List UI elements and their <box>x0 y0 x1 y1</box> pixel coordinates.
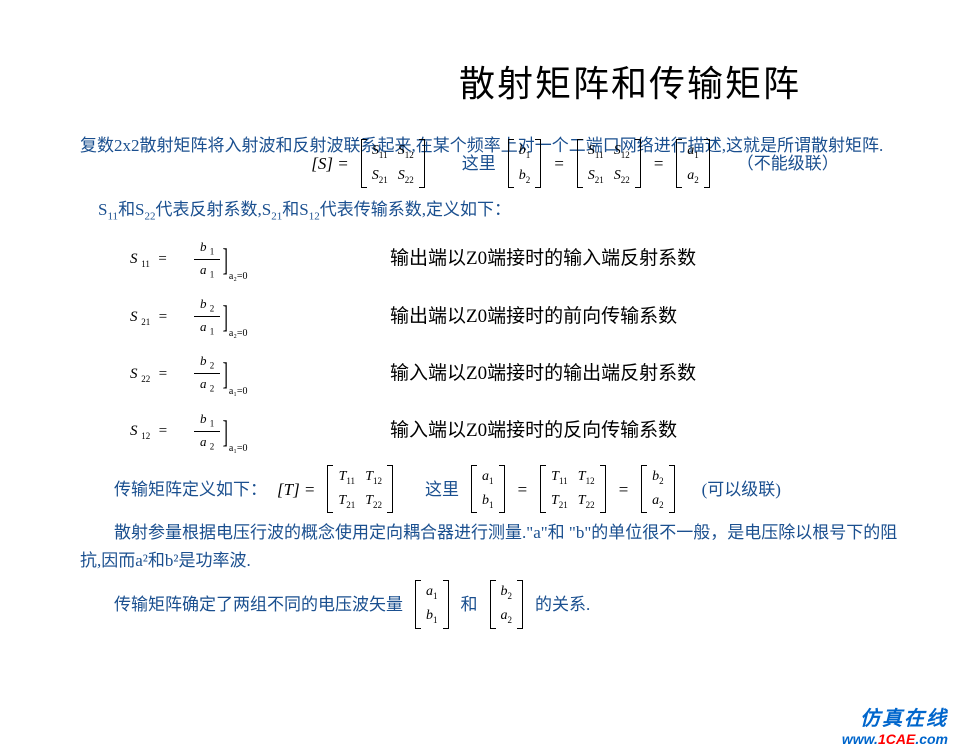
brand-cn: 仿真在线 <box>842 702 948 731</box>
def-s11-eq: S 11 = b 1a 1 ]a₂=0 <box>130 234 390 285</box>
def-s11-desc: 输出端以Z0端接时的输入端反射系数 <box>390 244 696 274</box>
equals-4: = <box>618 476 629 503</box>
vec-ab1: a1 b1 <box>415 580 449 629</box>
def-s21-row: S 21 = b 2a 1 ]a₂=0 输出端以Z0端接时的前向传输系数 <box>130 291 900 342</box>
b-vector: b1 b2 <box>508 139 542 188</box>
def-s22-row: S 22 = b 2a 2 ]a₁=0 输入端以Z0端接时的输出端反射系数 <box>130 348 900 399</box>
def-s22-eq: S 22 = b 2a 2 ]a₁=0 <box>130 348 390 399</box>
equals-3: = <box>517 476 528 503</box>
paragraph-2: S11和S22代表反射系数,S21和S12代表传输系数,定义如下： <box>80 196 900 226</box>
equals-1: = <box>553 150 564 177</box>
para4-mid: 和 <box>461 591 478 618</box>
here-label-1: 这里 <box>462 150 496 177</box>
note-no-cascade: （不能级联） <box>737 150 839 177</box>
definitions-table: S 11 = b 1a 1 ]a₂=0 输出端以Z0端接时的输入端反射系数 S … <box>130 234 900 457</box>
t-matrix-line: 传输矩阵定义如下： [T] = T11T12 T21T22 这里 a1 b1 =… <box>80 465 900 514</box>
t-intro: 传输矩阵定义如下： <box>80 476 267 503</box>
t-matrix-2: T11T12 T21T22 <box>540 465 606 514</box>
paragraph-4: 传输矩阵确定了两组不同的电压波矢量 a1 b1 和 b2 a2 的关系. <box>80 580 900 629</box>
equals-2: = <box>653 150 664 177</box>
paragraph-3: 散射参量根据电压行波的概念使用定向耦合器进行测量."a"和 "b"的单位很不一般… <box>80 519 900 573</box>
para4-pre: 传输矩阵确定了两组不同的电压波矢量 <box>80 591 403 618</box>
vec-ba2: b2 a2 <box>490 580 524 629</box>
a-vector: a1 a2 <box>676 139 710 188</box>
content-body: 复数2x2散射矩阵将入射波和反射波联系起来,在某个频率上对一个二端口网络进行描述… <box>0 132 960 629</box>
here-label-2: 这里 <box>425 476 459 503</box>
def-s12-row: S 12 = b 1a 2 ]a₁=0 输入端以Z0端接时的反向传输系数 <box>130 406 900 457</box>
def-s11-row: S 11 = b 1a 1 ]a₂=0 输出端以Z0端接时的输入端反射系数 <box>130 234 900 285</box>
ab-vector: a1 b1 <box>471 465 505 514</box>
para4-post: 的关系. <box>535 591 590 618</box>
s-lhs: [S] = <box>311 150 348 177</box>
page-title: 散射矩阵和传输矩阵 <box>0 55 960 107</box>
note-cascade: (可以级联) <box>702 476 781 503</box>
t-matrix: T11T12 T21T22 <box>327 465 393 514</box>
def-s12-desc: 输入端以Z0端接时的反向传输系数 <box>390 416 677 446</box>
def-s22-desc: 输入端以Z0端接时的输出端反射系数 <box>390 359 696 389</box>
brand-url: www.1CAE.com <box>842 731 948 747</box>
s-matrix: S11S12 S21S22 <box>361 139 425 188</box>
def-s21-desc: 输出端以Z0端接时的前向传输系数 <box>390 302 677 332</box>
footer-watermark: 仿真在线 www.1CAE.com <box>842 702 948 747</box>
def-s21-eq: S 21 = b 2a 1 ]a₂=0 <box>130 291 390 342</box>
def-s12-eq: S 12 = b 1a 2 ]a₁=0 <box>130 406 390 457</box>
ba-vector: b2 a2 <box>641 465 675 514</box>
s-matrix-2: S11S12 S21S22 <box>577 139 641 188</box>
t-lhs: [T] = <box>277 476 315 503</box>
